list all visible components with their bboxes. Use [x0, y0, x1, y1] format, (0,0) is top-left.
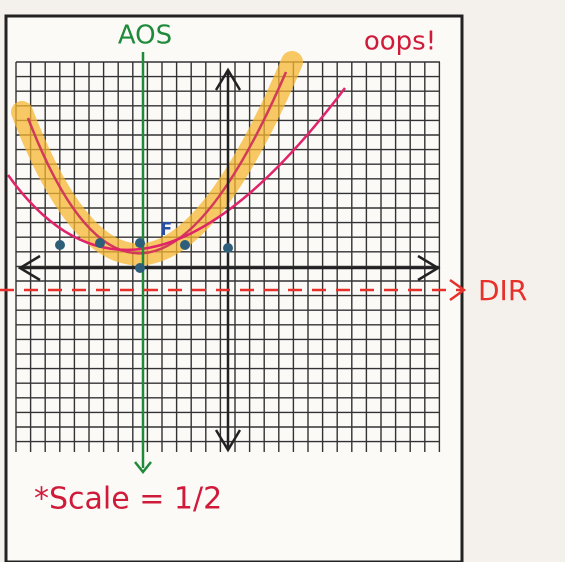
scale-note: *Scale = 1/2 [34, 482, 222, 517]
page: AOS oops! DIR F *Scale = 1/2 (() => { co… [0, 0, 565, 562]
point [223, 243, 233, 253]
point [180, 240, 190, 250]
point [95, 238, 105, 248]
aos-label: AOS [118, 21, 172, 51]
hand-drawn-graph: AOS oops! DIR F *Scale = 1/2 [0, 0, 565, 562]
directrix-label: DIR [478, 274, 527, 307]
focus-label: F [160, 219, 172, 240]
vertex [135, 263, 145, 273]
point [55, 240, 65, 250]
oops-note: oops! [364, 27, 436, 57]
point [135, 238, 145, 248]
